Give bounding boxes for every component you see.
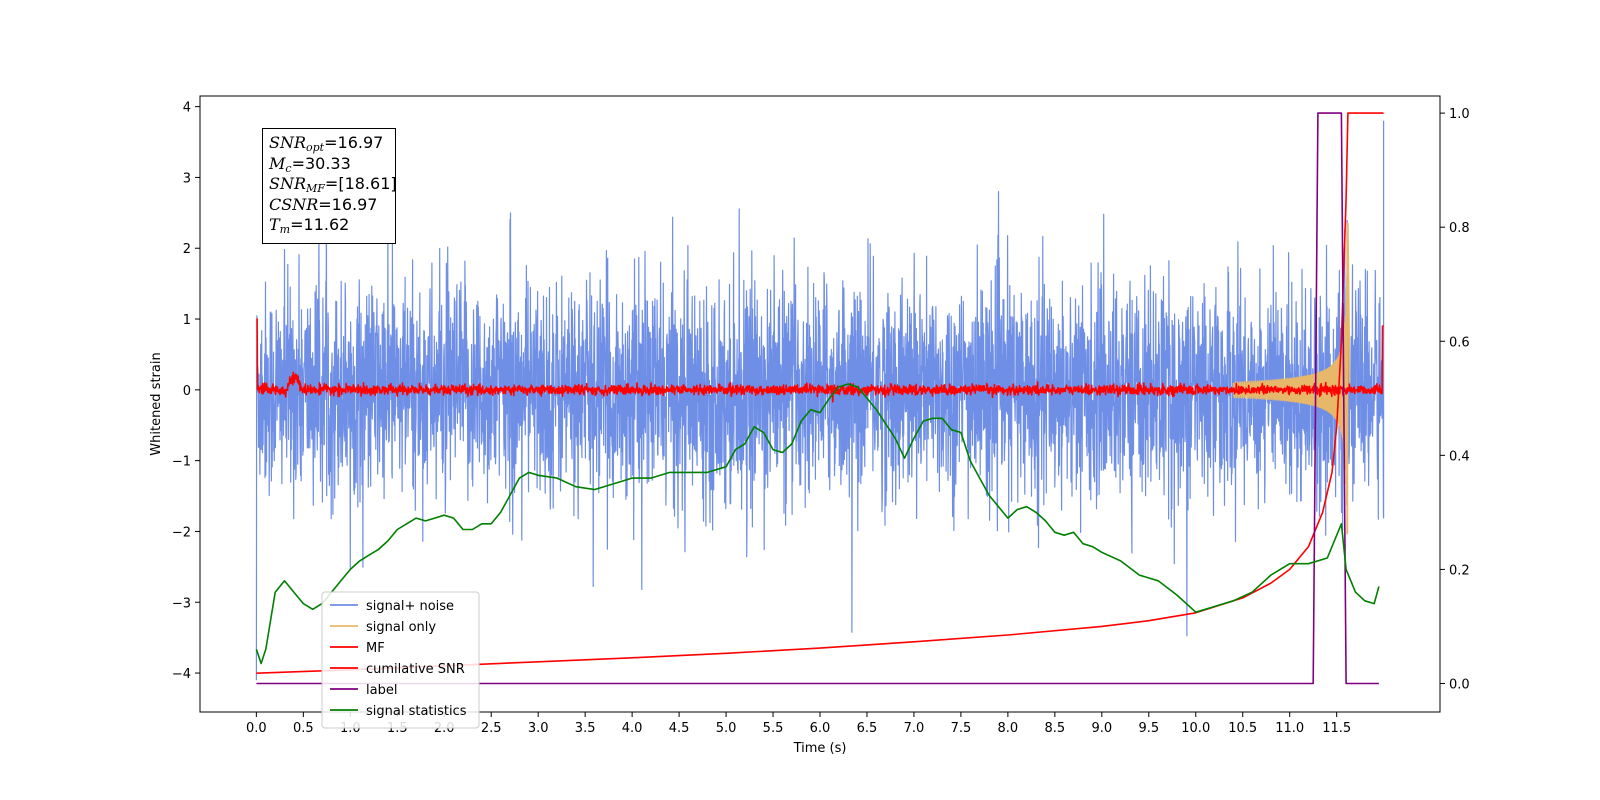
x-tick-label: 6.0 [810,721,831,736]
x-tick-label: 10.5 [1228,721,1257,736]
series-layer [255,112,1385,685]
y-left-tick-label: 4 [183,101,191,116]
legend: signal+ noise signal only MF cumilative SNR… [321,591,480,729]
x-tick-label: 9.0 [1091,721,1112,736]
y-left-tick-label: 0 [183,384,191,399]
legend-label-signal-only: signal only [366,620,436,635]
series-line-signal-noise [255,120,1385,681]
legend-label-label: label [366,683,397,698]
y-right-tick-label: 0.2 [1449,563,1470,578]
x-tick-label: 8.5 [1045,721,1066,736]
x-tick-label: 7.0 [904,721,925,736]
x-tick-label: 7.5 [951,721,972,736]
x-tick-label: 6.5 [857,721,878,736]
series-line-label [256,112,1379,685]
x-tick-label: 9.5 [1138,721,1159,736]
y-left-tick-label: 2 [183,242,191,257]
x-axis-label: Time (s) [793,741,847,756]
x-tick-label: 4.0 [622,721,643,736]
y-axis-left: 4 3 2 1 0 −1 −2 −3 −4 [172,101,200,682]
y-left-tick-label: −1 [172,455,191,470]
annotation-line: CSNR=16.97 [269,194,378,214]
x-tick-label: 0.0 [246,721,267,736]
y-left-tick-label: 3 [183,171,191,186]
y-right-tick-label: 0.6 [1449,335,1470,350]
x-tick-label: 11.5 [1322,721,1351,736]
x-tick-label: 2.5 [481,721,502,736]
x-tick-label: 5.5 [763,721,784,736]
annotation-line: Tm=11.62 [269,215,350,236]
series-line-mf [255,318,1385,403]
x-tick-label: 3.5 [575,721,596,736]
y-left-tick-label: −3 [172,596,191,611]
x-tick-label: 3.0 [528,721,549,736]
y-right-tick-label: 0.0 [1449,677,1470,692]
annotation-line: SNRMF=[18.61] [269,174,397,195]
y-right-tick-label: 0.8 [1449,221,1470,236]
annotation-line: Mc=30.33 [269,153,351,175]
y-left-tick-label: −2 [172,525,191,540]
snr-annotation-box: SNRopt=16.97 Mc=30.33 SNRMF=[18.61] CSNR=16… [262,128,397,244]
x-tick-label: 8.0 [998,721,1019,736]
x-tick-label: 5.0 [716,721,737,736]
legend-label-mf: MF [366,641,385,656]
y-left-tick-label: −4 [172,667,191,682]
legend-label-signal-statistics: signal statistics [366,704,467,719]
series-line-signal-statistics [255,383,1380,665]
annotation-line: SNRopt=16.97 [269,133,384,154]
legend-frame [321,591,480,729]
x-tick-label: 11.0 [1275,721,1304,736]
y-right-tick-label: 1.0 [1449,107,1470,122]
y-left-tick-label: 1 [183,313,191,328]
legend-label-signal-noise: signal+ noise [366,599,454,614]
x-tick-label: 4.5 [669,721,690,736]
y-right-tick-label: 0.4 [1449,449,1470,464]
x-tick-label: 0.5 [293,721,314,736]
x-tick-label: 10.0 [1181,721,1210,736]
y-axis-label: Whitened strain [149,352,164,455]
y-axis-right: 1.0 0.8 0.6 0.4 0.2 0.0 [1440,107,1470,692]
legend-label-cumilative-snr: cumilative SNR [366,662,465,677]
